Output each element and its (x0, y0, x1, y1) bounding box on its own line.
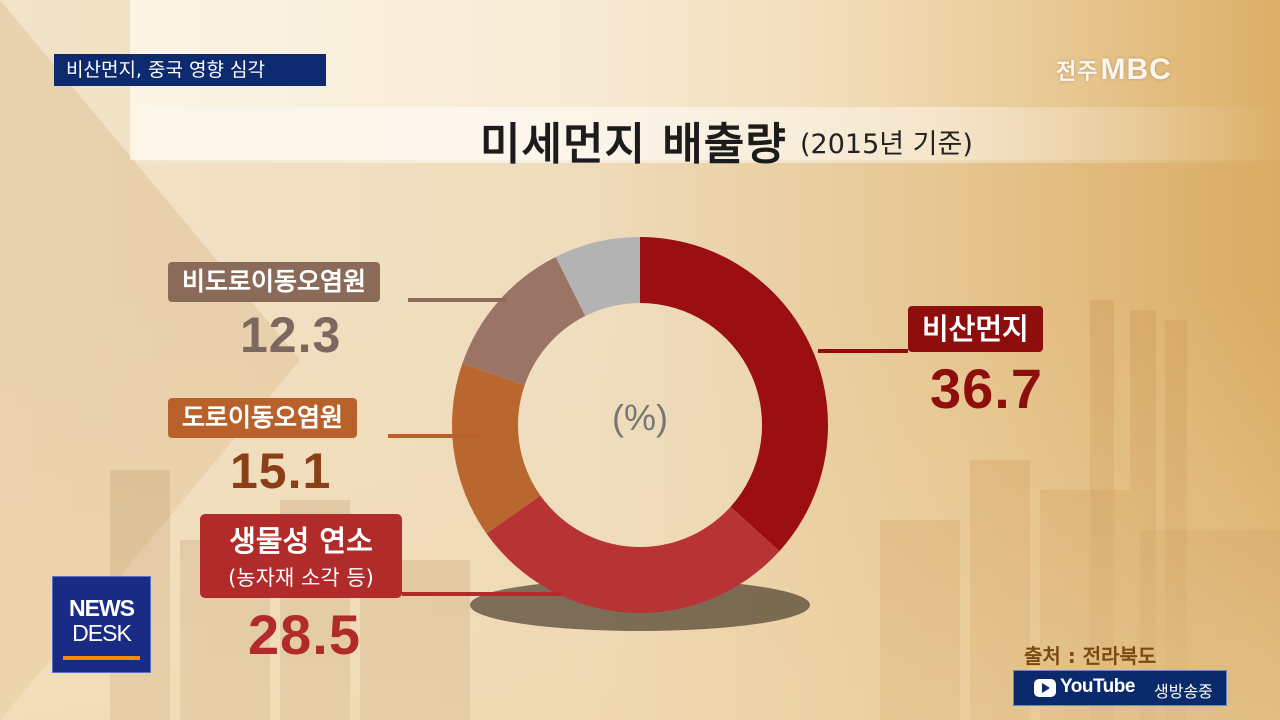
channel-logo: 전주MBC (1056, 53, 1172, 87)
channel-brand: MBC (1100, 53, 1172, 86)
newsdesk-logo: NEWS DESK (52, 576, 151, 673)
youtube-live-text: 생방송중 (1154, 682, 1213, 701)
channel-region: 전주 (1056, 59, 1099, 84)
slice-other (555, 237, 640, 316)
value-fugitive-dust: 36.7 (930, 357, 1043, 420)
youtube-play-icon (1034, 679, 1056, 697)
label-road-mobile: 도로이동오염원 (168, 398, 358, 438)
youtube-text: YouTube (1060, 676, 1135, 697)
label-nonroad-mobile: 비도로이동오염원 (168, 262, 381, 302)
slice-biomass-burning (486, 495, 780, 613)
value-road-mobile: 15.1 (230, 443, 332, 499)
label-biomass-burning: 생물성 연소 (농자재 소각 등) (200, 514, 402, 598)
program-title-line1: NEWS (69, 595, 135, 621)
chart-title: 미세먼지 배출량 (480, 119, 787, 170)
chart-subtitle: (2015년 기준) (800, 129, 973, 160)
slice-nonroad-mobile (462, 256, 586, 386)
donut-hole (518, 303, 762, 547)
title-bar (135, 107, 1280, 163)
program-title-line2: DESK (72, 620, 132, 646)
label-fugitive-dust: 비산먼지 (908, 306, 1043, 352)
news-headline: 비산먼지, 중국 영향 심각 (54, 54, 326, 86)
logo-underline (63, 656, 140, 660)
source-caption: 출처 : 전라북도 (1024, 644, 1157, 668)
label-biomass-note: (농자재 소각 등) (228, 566, 374, 590)
unit-label: (%) (612, 397, 668, 438)
slice-road-mobile (452, 363, 541, 534)
youtube-live-badge: YouTube 생방송중 (1013, 670, 1227, 706)
value-biomass-burning: 28.5 (248, 603, 361, 666)
label-biomass-name: 생물성 연소 (229, 524, 373, 558)
slice-fugitive-dust (640, 237, 828, 552)
value-nonroad-mobile: 12.3 (240, 307, 342, 363)
